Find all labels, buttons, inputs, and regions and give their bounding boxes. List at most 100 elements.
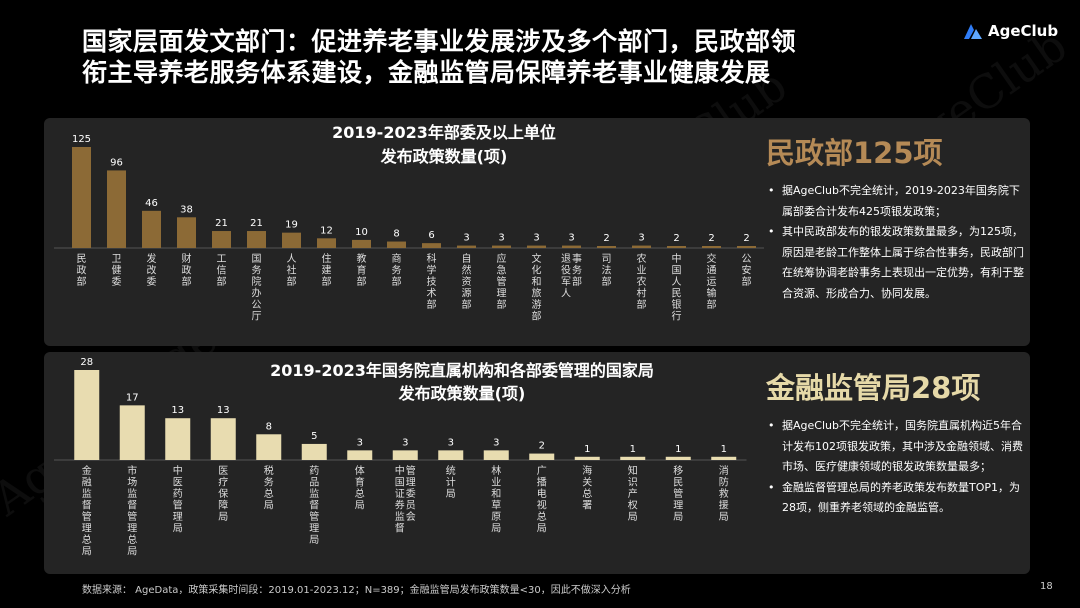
chart-bar <box>562 245 581 248</box>
chart-bar <box>301 443 327 460</box>
chart-bar <box>210 418 236 460</box>
bar-value-label: 8 <box>266 421 272 432</box>
chart-bar <box>737 246 756 248</box>
bar-value-label: 5 <box>311 431 317 442</box>
chart-bar <box>352 239 371 248</box>
page-number: 18 <box>1040 581 1053 592</box>
chart-bar <box>247 231 266 248</box>
category-label: 税务总局 <box>264 464 274 512</box>
chart-bar <box>483 450 509 460</box>
page-title-line2: 衔主导养老服务体系建设，金融监管局保障养老事业健康发展 <box>82 58 771 87</box>
chart-bar <box>438 450 464 460</box>
chart-subtitle: 发布政策数量(项) <box>398 384 526 403</box>
category-label: 市场监督管理总局 <box>127 464 137 558</box>
category-label: 人社部 <box>287 253 297 288</box>
bar-value-label: 12 <box>320 225 333 236</box>
category-label: 消防救援局 <box>719 464 729 523</box>
category-label: 自然资源部 <box>462 252 472 311</box>
category-label: 公安部 <box>742 254 752 288</box>
chart-bar <box>165 418 191 460</box>
ageclub-logo-icon <box>964 24 982 39</box>
data-source-note: 数据来源： AgeData，政策采集时间段：2019.01-2023.12；N=… <box>82 585 631 596</box>
bar-value-label: 10 <box>355 227 368 238</box>
bar-value-label: 38 <box>180 204 193 215</box>
bar-value-label: 19 <box>285 220 298 231</box>
bar-value-label: 1 <box>721 444 727 455</box>
category-label: 金融监督管理总局 <box>82 464 92 558</box>
bar-value-label: 2 <box>539 441 545 452</box>
bullet-item: 据AgeClub不完全统计，国务院直属机构近5年合计发布102项银发政策，其中涉… <box>766 416 1024 478</box>
category-label: 交通运输部 <box>707 252 717 311</box>
bar-value-label: 125 <box>72 134 91 145</box>
chart-bar <box>492 245 511 248</box>
chart-bar <box>574 456 600 460</box>
chart-bar <box>387 241 406 248</box>
chart-bar <box>702 246 721 248</box>
chart-bar <box>256 434 282 460</box>
category-label: 住建部 <box>322 252 332 288</box>
category-label: 中国人民银行 <box>672 252 682 323</box>
chart-bar <box>711 456 737 460</box>
bar-value-label: 13 <box>217 405 230 416</box>
category-label: 海关总署 <box>582 464 592 512</box>
category-label: 农业农村部 <box>637 252 647 311</box>
chart-bar <box>212 231 231 248</box>
bar-value-label: 2 <box>708 233 714 244</box>
headline-civil-affairs: 民政部125项 <box>766 136 943 170</box>
bar-value-label: 3 <box>448 437 454 448</box>
category-label: 工信部 <box>217 254 227 288</box>
chart-bar <box>620 456 646 460</box>
chart-bar <box>119 405 145 460</box>
headline-financial-regulator: 金融监管局28项 <box>766 371 981 405</box>
category-label: 发改委 <box>147 252 157 288</box>
bar-value-label: 3 <box>498 233 504 244</box>
category-label: 国务院办公厅 <box>252 253 262 323</box>
financial-regulator-bullets: 据AgeClub不完全统计，国务院直属机构近5年合计发布102项银发政策，其中涉… <box>766 416 1024 519</box>
chart-bar <box>597 246 616 248</box>
chart-bar <box>317 238 336 248</box>
bar-value-label: 8 <box>393 229 399 240</box>
chart-bar <box>392 450 418 460</box>
category-label: 退役军人事务部 <box>561 252 582 300</box>
bar-value-label: 2 <box>673 233 679 244</box>
bar-value-label: 1 <box>675 444 681 455</box>
page-title-line1: 国家层面发文部门：促进养老事业发展涉及多个部门，民政部领 <box>82 27 797 56</box>
category-label: 药品监督管理局 <box>309 465 319 546</box>
category-label: 卫健委 <box>112 254 122 288</box>
category-label: 中国证券监督管理委员会 <box>395 464 416 535</box>
category-label: 应急管理部 <box>497 252 507 311</box>
category-label: 知识产权局 <box>628 464 638 523</box>
logo-text: AgeClub <box>988 22 1059 40</box>
category-label: 商务部 <box>392 252 402 288</box>
category-label: 财政部 <box>182 252 192 288</box>
chart-bar <box>667 246 686 248</box>
chart-bar <box>529 453 555 460</box>
category-label: 文化和旅游部 <box>532 252 542 323</box>
bar-value-label: 21 <box>250 218 263 229</box>
chart-bar <box>107 170 126 248</box>
category-label: 移民管理局 <box>673 464 683 523</box>
bar-value-label: 3 <box>533 233 539 244</box>
category-label: 统计局 <box>446 464 456 500</box>
chart2-panel: 2019-2023年国务院直属机构和各部委管理的国家局 发布政策数量(项) 2 8 金融… <box>44 352 1030 574</box>
bar-value-label: 6 <box>428 230 434 241</box>
category-label: 广播电视总局 <box>537 465 547 535</box>
page-title: 国家层面发文部门：促进养老事业发展涉及多个部门，民政部领 衔主导养老服务体系建设… <box>82 26 962 88</box>
chart-bar <box>632 245 651 248</box>
chart-bar <box>72 147 91 248</box>
civil-affairs-bullets: 据AgeClub不完全统计，2019-2023年国务院下属部委合计发布425项银… <box>766 181 1024 304</box>
bar-value-label: 2 <box>603 233 609 244</box>
bar-value-label: 3 <box>493 437 499 448</box>
chart-bar <box>142 210 161 248</box>
bar-value-label: 3 <box>357 437 363 448</box>
chart-title: 2019-2023年国务院直属机构和各部委管理的国家局 <box>270 361 654 380</box>
chart-bar <box>74 370 100 460</box>
category-label: 中医药管理局 <box>173 464 183 535</box>
chart-subtitle: 发布政策数量(项) <box>380 147 508 166</box>
chart-title: 2019-2023年部委及以上单位 <box>332 123 556 142</box>
bar-value-label: 1 <box>584 444 590 455</box>
bar-value-label: 17 <box>126 392 139 403</box>
bar-value-label: 13 <box>171 405 184 416</box>
